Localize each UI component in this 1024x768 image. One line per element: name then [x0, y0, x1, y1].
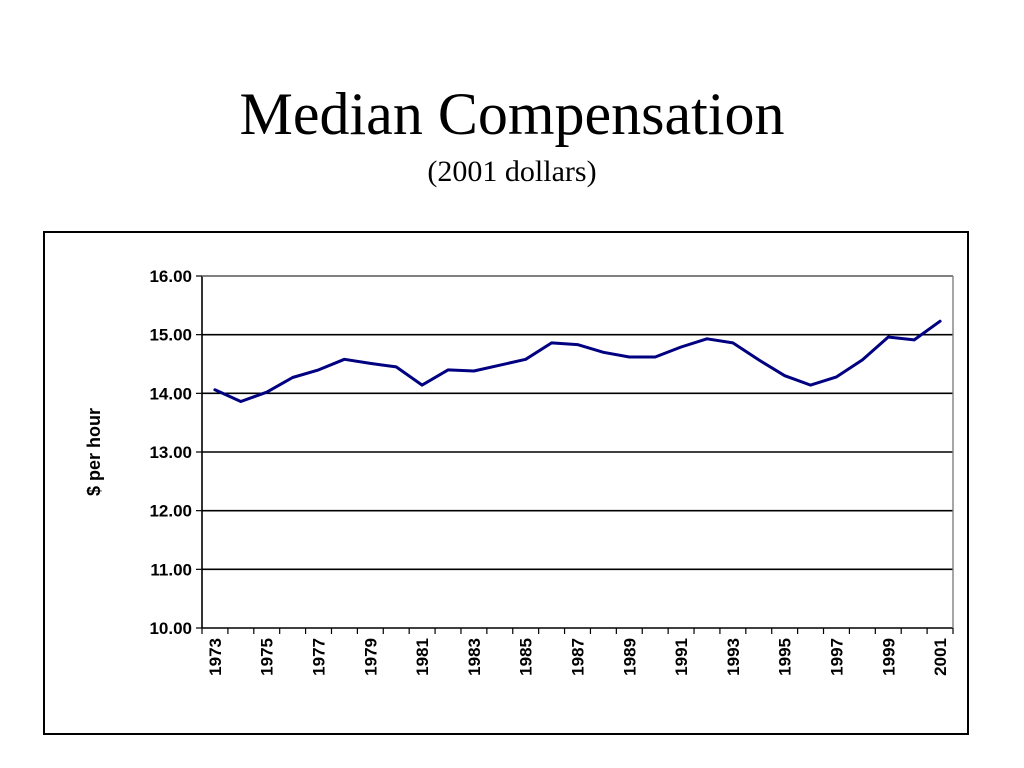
- y-tick-label: 12.00: [149, 502, 192, 521]
- y-tick-label: 10.00: [149, 619, 192, 638]
- y-tick-label: 14.00: [149, 384, 192, 403]
- x-tick-label: 1979: [361, 638, 380, 676]
- series: [213, 319, 942, 403]
- y-tick-labels: 10.00 11.00 12.00 13.00 14.00 15.00 16.00: [149, 267, 192, 638]
- x-tick-label: 1987: [569, 638, 588, 676]
- y-tick-label: 13.00: [149, 443, 192, 462]
- line-chart: 10.00 11.00 12.00 13.00 14.00 15.00 16.00 1973…: [84, 267, 954, 676]
- y-tick-label: 11.00: [150, 560, 192, 579]
- series-line: [213, 319, 942, 403]
- x-tick-label: 1985: [517, 638, 536, 676]
- x-tick-label: 2001: [931, 638, 950, 676]
- x-tick-label: 1983: [465, 638, 484, 676]
- slide-subtitle: (2001 dollars): [427, 155, 597, 188]
- y-tick-label: 16.00: [149, 267, 192, 286]
- slide-title: Median Compensation: [239, 81, 785, 147]
- y-tick-label: 15.00: [149, 326, 192, 345]
- x-tick-label: 1973: [206, 638, 225, 676]
- axes: [201, 275, 954, 634]
- x-tick-label: 1999: [879, 638, 898, 676]
- x-tick-labels: 1973 1975 1977 1979 1981 1983 1985 1987 1989 1991…: [206, 638, 950, 676]
- x-tick-label: 1989: [620, 638, 639, 676]
- x-tick-label: 1977: [310, 638, 329, 676]
- gridlines: [196, 275, 953, 629]
- x-tick-label: 1997: [827, 638, 846, 676]
- x-tick-label: 1995: [776, 638, 795, 676]
- x-tick-label: 1975: [258, 638, 277, 676]
- x-tick-label: 1993: [724, 638, 743, 676]
- x-tick-label: 1991: [672, 638, 691, 676]
- chart-frame: 10.00 11.00 12.00 13.00 14.00 15.00 16.00 1973…: [43, 231, 969, 735]
- y-axis-title: $ per hour: [84, 408, 104, 496]
- x-tick-label: 1981: [413, 638, 432, 676]
